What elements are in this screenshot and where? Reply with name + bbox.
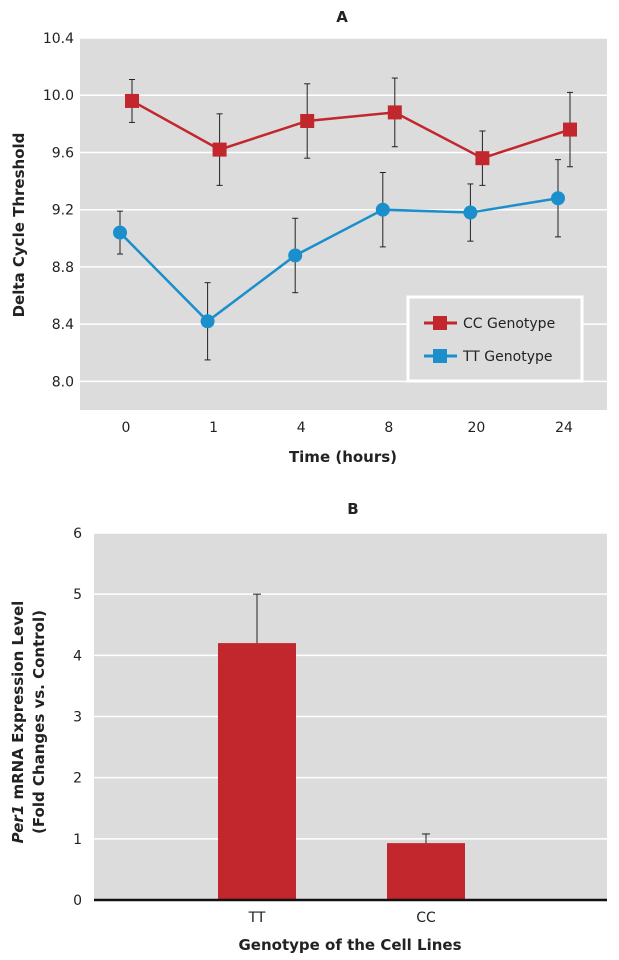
x-tick-label: 4 bbox=[297, 420, 306, 436]
panel-a-legend: CC Genotype TT Genotype bbox=[406, 295, 584, 383]
y-tick-label: 6 bbox=[73, 526, 82, 542]
series-line bbox=[119, 197, 559, 323]
bar-tt bbox=[218, 643, 296, 900]
panel-a-x-axis-label: Time (hours) bbox=[289, 448, 397, 466]
data-point bbox=[563, 122, 577, 137]
panel-a-title: A bbox=[336, 8, 348, 26]
y-tick-label: 4 bbox=[73, 648, 82, 664]
data-point bbox=[113, 225, 127, 240]
data-point bbox=[125, 93, 139, 108]
panel-b-x-axis-label: Genotype of the Cell Lines bbox=[238, 936, 461, 954]
x-tick-label: TT bbox=[248, 910, 266, 926]
data-point bbox=[375, 202, 390, 217]
panel-b-x-ticks: TT CC bbox=[248, 910, 436, 926]
y-tick-label: 5 bbox=[73, 587, 82, 603]
x-tick-label: 8 bbox=[384, 420, 393, 436]
series-cc-genotype bbox=[125, 77, 577, 186]
y-label-rest: mRNA Expression Level bbox=[9, 601, 27, 805]
per1-gene-name: Per1 bbox=[9, 805, 27, 844]
y-tick-label: 10.0 bbox=[43, 88, 74, 104]
y-tick-label: 2 bbox=[73, 771, 82, 787]
data-point bbox=[212, 142, 227, 157]
x-tick-label: CC bbox=[416, 910, 436, 926]
y-tick-label: 8.0 bbox=[52, 374, 74, 390]
panel-b-bars bbox=[218, 593, 465, 900]
legend-tt-label: TT Genotype bbox=[462, 349, 552, 365]
panel-b-y-ticks: 0 1 2 3 4 5 6 bbox=[73, 526, 82, 909]
y-tick-label: 8.8 bbox=[52, 260, 74, 276]
legend-tt-marker bbox=[433, 349, 447, 363]
panel-a-series bbox=[113, 77, 577, 361]
y-tick-label: 9.2 bbox=[52, 203, 74, 219]
data-point bbox=[300, 113, 315, 128]
legend-cc-label: CC Genotype bbox=[463, 316, 555, 332]
y-tick-label: 0 bbox=[73, 893, 82, 909]
y-tick-label: 3 bbox=[73, 710, 82, 726]
y-tick-label: 10.4 bbox=[43, 31, 74, 47]
panel-a: A 10.4 10.0 9.6 9.2 8.8 8.4 8.0 0 1 4 8 20 24 Time … bbox=[10, 8, 607, 466]
data-point bbox=[387, 105, 402, 120]
y-tick-label: 1 bbox=[73, 832, 82, 848]
y-tick-label: 9.6 bbox=[52, 145, 74, 161]
x-tick-label: 20 bbox=[467, 420, 485, 436]
data-point bbox=[475, 151, 490, 166]
panel-a-y-ticks: 10.4 10.0 9.6 9.2 8.8 8.4 8.0 bbox=[43, 31, 74, 390]
series-line bbox=[131, 99, 571, 160]
legend-cc-marker bbox=[433, 316, 447, 330]
panel-b-title: B bbox=[347, 500, 358, 518]
panel-a-y-axis-label: Delta Cycle Threshold bbox=[10, 133, 28, 318]
panel-a-x-ticks: 0 1 4 8 20 24 bbox=[122, 420, 573, 436]
x-tick-label: 1 bbox=[209, 420, 218, 436]
legend-box bbox=[406, 295, 584, 383]
data-point bbox=[463, 205, 478, 220]
bar-cc bbox=[387, 843, 465, 900]
data-point bbox=[200, 314, 215, 329]
data-point bbox=[288, 248, 303, 263]
x-tick-label: 24 bbox=[555, 420, 573, 436]
series-tt-genotype bbox=[113, 159, 565, 361]
data-point bbox=[551, 191, 565, 206]
panel-b-y-axis-label-line2: (Fold Changes vs. Control) bbox=[30, 610, 48, 834]
panel-b-y-axis-label-line1: Per1 mRNA Expression Level bbox=[9, 601, 27, 844]
panel-b: B 0 1 2 3 4 5 6 TT CC Genotype of the Cell Line… bbox=[9, 500, 607, 954]
y-tick-label: 8.4 bbox=[52, 317, 74, 333]
x-tick-label: 0 bbox=[122, 420, 131, 436]
